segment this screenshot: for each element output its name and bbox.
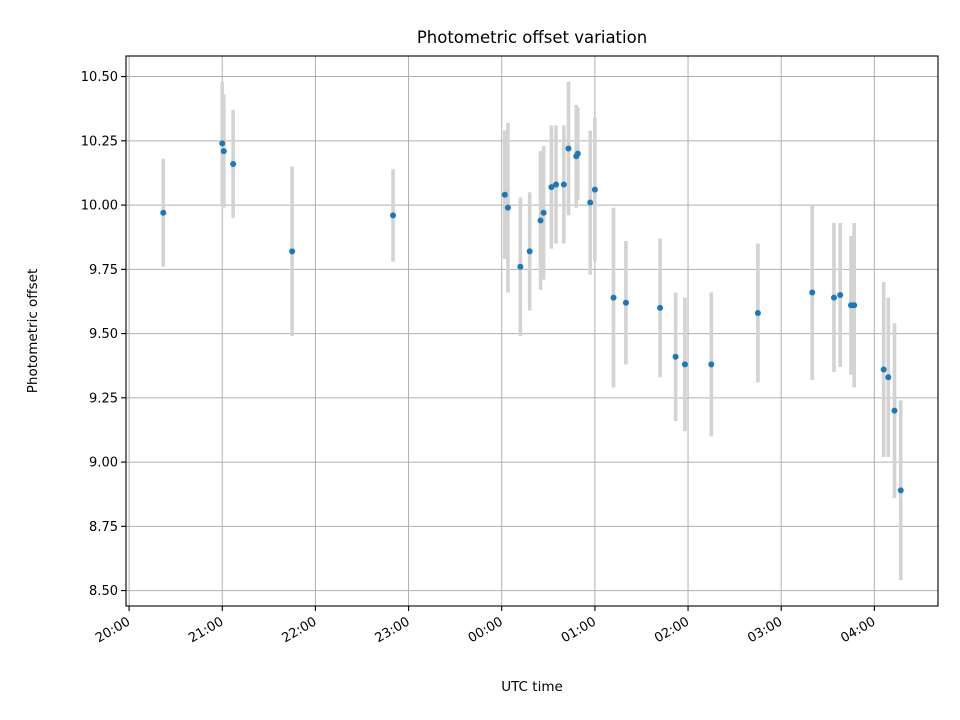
y-tick-label: 10.25 [81,134,118,149]
data-point [897,487,904,494]
data-point [574,150,581,157]
data-point [681,361,688,368]
y-tick-label: 10.00 [81,199,118,214]
data-point [880,366,887,373]
data-point [837,292,844,299]
x-axis-label: UTC time [501,679,563,695]
y-tick-label: 9.75 [89,263,118,278]
data-point [587,199,594,206]
data-point [501,191,508,198]
y-tick-label: 9.00 [89,456,118,471]
data-point [219,140,226,147]
data-point [548,184,555,191]
y-axis-label: Photometric offset [25,269,41,393]
data-point [289,248,296,255]
data-point [526,248,533,255]
data-point [885,374,892,381]
data-point [553,181,560,188]
data-point [220,148,227,155]
data-point [754,310,761,317]
data-point [230,160,237,167]
data-point [560,181,567,188]
data-point [809,289,816,296]
grid-layer [126,56,938,606]
data-point [672,353,679,360]
data-point [708,361,715,368]
point-layer [160,140,904,494]
data-point [891,407,898,414]
y-tick-label: 10.50 [81,70,118,85]
y-tick-label: 8.50 [89,584,118,599]
plot-area [126,56,938,606]
data-point [851,302,858,309]
data-point [390,212,397,219]
data-point [160,209,167,216]
data-point [622,299,629,306]
plot-frame [125,55,939,607]
chart-title: Photometric offset variation [417,28,647,47]
data-point [610,294,617,301]
data-point [537,217,544,224]
data-point [657,304,664,311]
data-point [540,209,547,216]
data-point [830,294,837,301]
data-point [565,145,572,152]
y-tick-label: 9.50 [89,327,118,342]
y-axis-ticks: 8.50 8.75 9.00 9.25 9.50 9.75 10.00 10.25 10.50 [81,70,126,599]
data-point [504,204,511,211]
y-tick-label: 9.25 [89,391,118,406]
data-point [591,186,598,193]
data-point [517,263,524,270]
y-tick-label: 8.75 [89,520,118,535]
